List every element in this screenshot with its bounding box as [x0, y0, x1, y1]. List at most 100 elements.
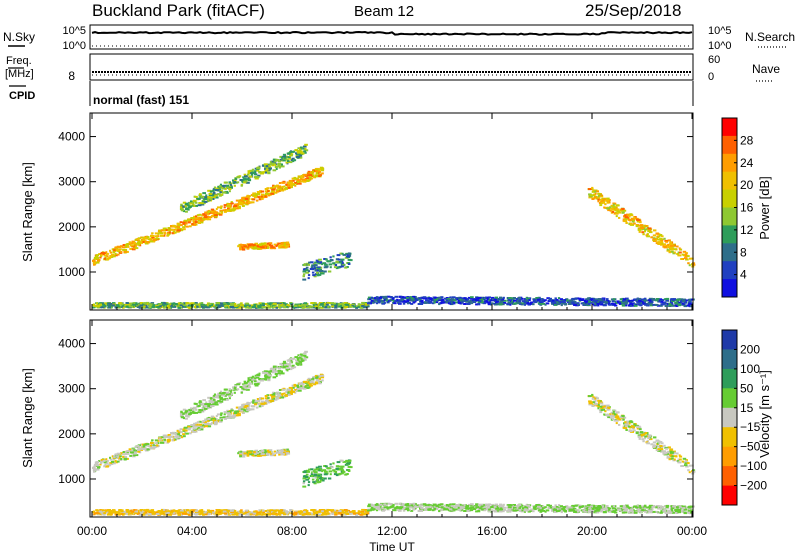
- power-cell: [291, 157, 295, 160]
- power-cell: [624, 300, 628, 303]
- power-cell: [654, 299, 658, 302]
- velocity-cell: [291, 390, 296, 393]
- velocity-cell: [190, 424, 195, 426]
- power-cell: [163, 306, 166, 309]
- velocity-cell: [205, 405, 210, 408]
- power-cell: [285, 161, 288, 164]
- velocity-cell: [305, 478, 310, 481]
- power-cell: [675, 245, 679, 248]
- power-cell: [198, 193, 202, 196]
- power-cell: [143, 240, 147, 243]
- power-cell: [682, 250, 687, 253]
- velocity-cell: [282, 388, 286, 391]
- velocity-cell: [117, 457, 121, 459]
- velocity-cell: [216, 413, 221, 416]
- power-cell: [542, 298, 545, 301]
- power-cell: [638, 230, 641, 233]
- power-cell: [647, 302, 651, 305]
- power-cell: [461, 299, 466, 302]
- power-cell: [308, 270, 311, 273]
- velocity-cell: [297, 358, 300, 361]
- power-cell: [495, 300, 499, 303]
- velocity-cell: [204, 425, 208, 428]
- power-cell: [256, 191, 260, 193]
- power-cell: [521, 300, 526, 303]
- power-cell: [245, 306, 249, 309]
- power-cell: [111, 304, 115, 307]
- velocity-cell: [334, 471, 338, 473]
- velocity-cell: [208, 401, 213, 404]
- power-cell: [640, 304, 643, 307]
- power-cell: [491, 296, 495, 299]
- velocity-cell: [247, 377, 250, 380]
- power-cell: [214, 212, 217, 215]
- power-cell: [241, 201, 246, 204]
- power-cell: [527, 302, 530, 305]
- velocity-cell: [275, 391, 280, 394]
- power-cell: [643, 230, 646, 233]
- power-cell: [120, 303, 124, 306]
- power-cell: [293, 176, 296, 179]
- velocity-cell: [315, 376, 318, 379]
- velocity-cell: [341, 469, 344, 472]
- power-cell: [229, 183, 232, 186]
- velocity-cell: [146, 508, 150, 511]
- velocity-cell: [212, 418, 217, 421]
- velocity-cell: [279, 365, 282, 368]
- power-cell: [212, 212, 215, 215]
- power-cell: [632, 219, 636, 222]
- velocity-cell: [184, 431, 187, 434]
- power-cell: [631, 220, 635, 223]
- velocity-cell: [184, 410, 189, 413]
- power-cell: [415, 299, 419, 301]
- velocity-cell: [155, 444, 159, 447]
- velocity-cell: [266, 453, 270, 456]
- velocity-cell: [272, 393, 275, 396]
- power-cell: [283, 306, 287, 309]
- power-cell: [104, 256, 107, 259]
- power-cell: [493, 298, 497, 301]
- velocity-cell: [120, 458, 123, 460]
- power-cell: [424, 301, 428, 304]
- power-cell: [544, 303, 547, 306]
- power-cell: [657, 241, 661, 244]
- velocity-cell: [297, 388, 300, 391]
- velocity-cell: [112, 509, 116, 512]
- power-cell: [596, 190, 599, 193]
- power-cell: [370, 296, 373, 299]
- velocity-cell: [207, 425, 212, 428]
- velocity-cell: [315, 513, 318, 516]
- power-cell: [662, 243, 667, 246]
- power-cell: [351, 303, 355, 306]
- power-cell: [317, 267, 321, 270]
- velocity-cell: [346, 473, 349, 475]
- power-cell: [208, 197, 212, 200]
- power-cell: [649, 302, 653, 305]
- velocity-cell: [250, 511, 254, 514]
- velocity-cell: [189, 409, 193, 412]
- velocity-cell: [223, 413, 226, 416]
- power-cell: [189, 302, 193, 305]
- power-cell: [293, 306, 296, 309]
- power-cell: [559, 298, 563, 301]
- power-cell: [189, 304, 193, 307]
- power-cell: [647, 304, 650, 307]
- velocity-cell: [348, 460, 351, 463]
- velocity-cell: [204, 403, 208, 406]
- power-cell: [195, 201, 198, 204]
- power-cell: [515, 300, 519, 303]
- power-cell: [313, 306, 317, 309]
- power-cell: [286, 241, 289, 244]
- power-cell: [182, 226, 186, 229]
- velocity-cell: [183, 435, 186, 438]
- velocity-cell: [293, 383, 296, 386]
- velocity-cell: [246, 401, 249, 404]
- power-cell: [325, 258, 328, 261]
- power-cell: [307, 174, 310, 177]
- velocity-cell: [283, 362, 287, 365]
- power-cell: [633, 216, 636, 219]
- velocity-cell: [299, 353, 303, 356]
- velocity-cell: [154, 442, 158, 445]
- power-cell: [552, 301, 557, 304]
- power-cell: [234, 205, 238, 207]
